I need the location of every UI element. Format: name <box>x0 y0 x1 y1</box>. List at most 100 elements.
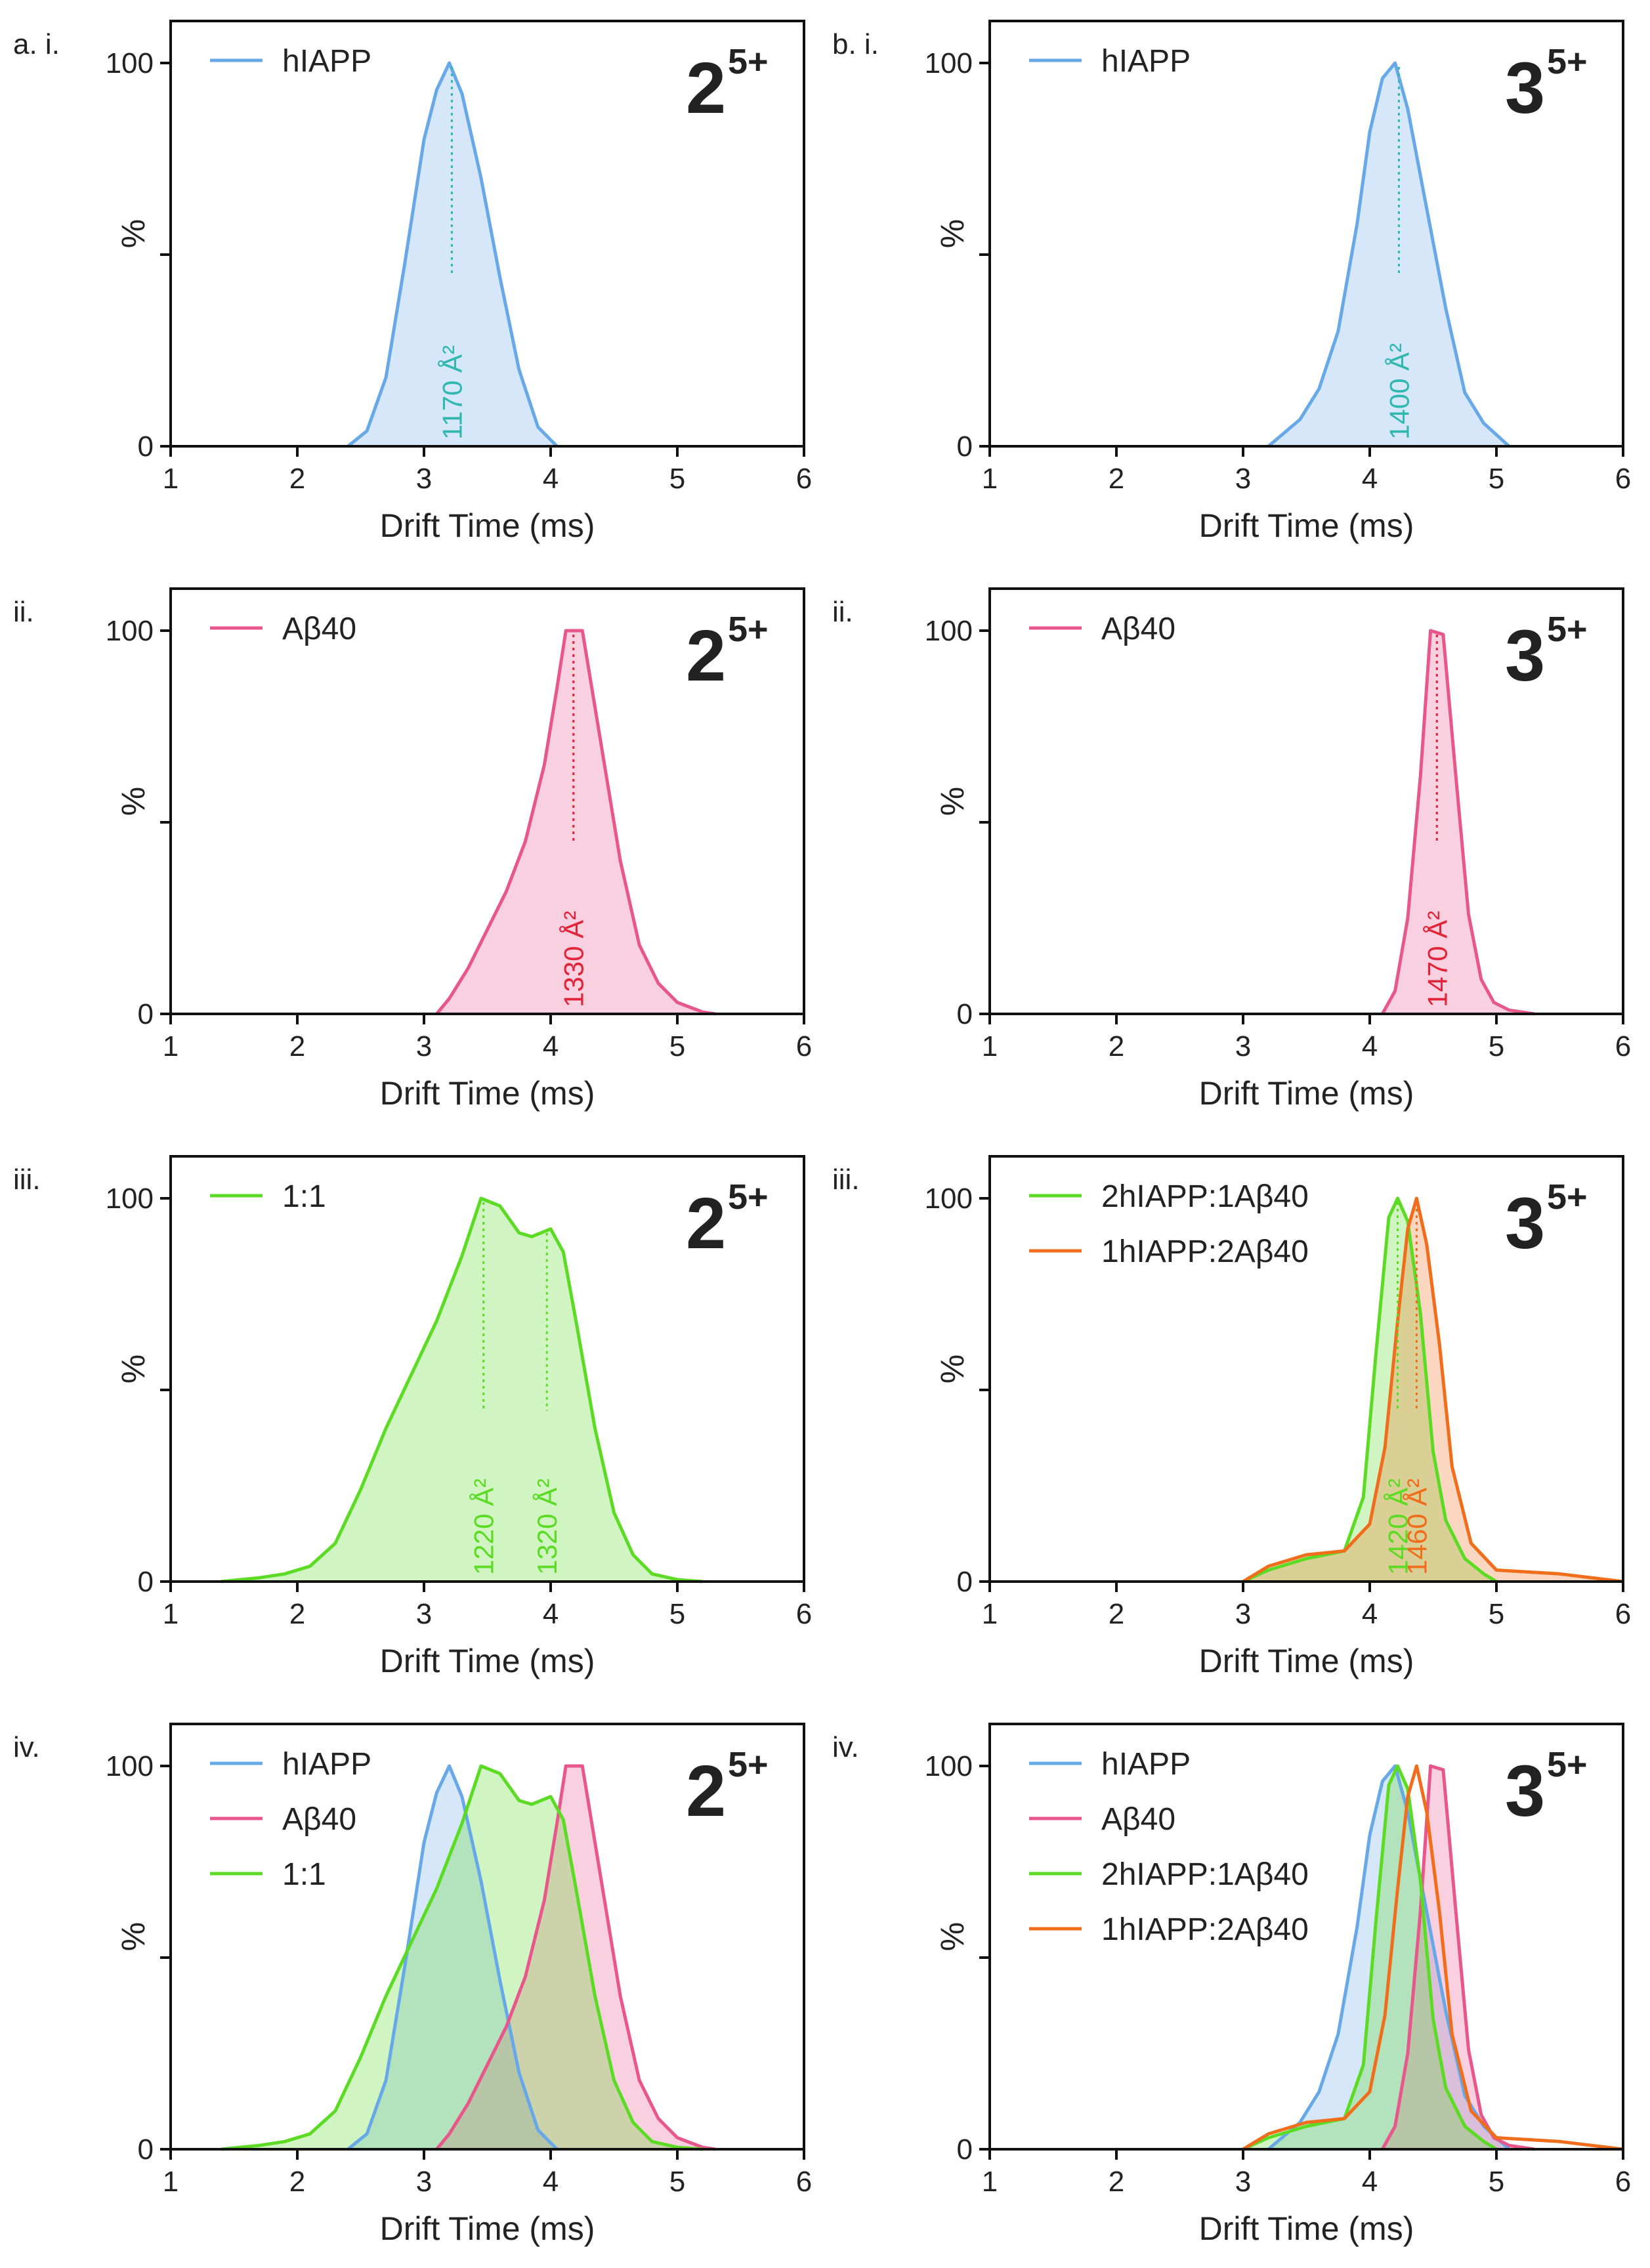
plot-frame <box>169 587 805 1015</box>
species-label: 3 <box>1505 1183 1545 1264</box>
panel-label: iii. <box>832 1164 860 1196</box>
panel-label: a. i. <box>13 28 60 60</box>
series-line-2 <box>1242 1764 1498 2151</box>
y-tick-label: 0 <box>957 430 973 463</box>
legend-entry-0: hIAPP <box>282 44 371 79</box>
series-line-0 <box>1242 1196 1498 1584</box>
y-axis-title: % <box>115 219 152 248</box>
y-axis-title: % <box>115 1922 152 1951</box>
species-label: 2 <box>686 616 726 696</box>
x-tick-label: 5 <box>1489 1598 1504 1630</box>
legend-entry-3: 1hIAPP:2Aβ40 <box>1101 1912 1309 1947</box>
x-tick-label: 1 <box>982 1030 998 1062</box>
species-label: 3 <box>1505 48 1545 129</box>
y-tick-label: 0 <box>138 1566 154 1598</box>
x-tick-label: 2 <box>289 463 305 495</box>
y-axis-title: % <box>934 1354 971 1383</box>
x-tick-label: 5 <box>1489 463 1504 495</box>
legend-entry-0: Aβ40 <box>282 612 356 646</box>
series-fill-1 <box>1382 1766 1534 2149</box>
ccs-label-0: 1170 Å² <box>436 345 467 440</box>
x-tick-label: 5 <box>1489 2166 1504 2198</box>
panel-label: iv. <box>832 1731 859 1763</box>
series-fill-2 <box>221 1766 703 2149</box>
series-line-1 <box>1242 1196 1624 1584</box>
species-label: 2 <box>686 48 726 129</box>
series-line-0 <box>1381 629 1535 1016</box>
series-line-0 <box>1267 61 1510 448</box>
x-tick-label: 5 <box>669 463 685 495</box>
x-axis-title: Drift Time (ms) <box>380 2210 595 2247</box>
y-tick-label: 100 <box>925 1750 973 1782</box>
x-tick-label: 3 <box>416 1030 432 1062</box>
x-tick-label: 1 <box>163 1598 179 1630</box>
panel-label: ii. <box>832 596 853 628</box>
ccs-label-0: 1420 Å² <box>1382 1479 1413 1575</box>
species-charge: 5+ <box>1547 1745 1588 1784</box>
series-fill-0 <box>348 1766 557 2149</box>
species-label: 3 <box>1505 1751 1545 1832</box>
series-line-1 <box>435 1764 716 2151</box>
x-tick-label: 3 <box>1235 1598 1251 1630</box>
x-axis-title: Drift Time (ms) <box>380 1643 595 1679</box>
x-tick-label: 2 <box>289 1598 305 1630</box>
series-fill-1 <box>436 1766 715 2149</box>
x-tick-label: 2 <box>1109 1598 1124 1630</box>
series-fill-0 <box>1268 63 1510 446</box>
panel-label: b. i. <box>832 28 879 60</box>
x-tick-label: 2 <box>289 2166 305 2198</box>
legend-entry-0: hIAPP <box>1101 44 1191 79</box>
series-fill-0 <box>1268 1766 1510 2149</box>
x-tick-label: 3 <box>416 1598 432 1630</box>
x-tick-label: 1 <box>982 1598 998 1630</box>
x-tick-label: 3 <box>1235 463 1251 495</box>
x-tick-label: 1 <box>982 2166 998 2198</box>
plot-frame <box>988 20 1624 448</box>
series-line-2 <box>221 1764 703 2151</box>
ccs-label-0: 1400 Å² <box>1384 343 1414 440</box>
legend-entry-0: 1:1 <box>282 1179 326 1214</box>
x-tick-label: 4 <box>1362 463 1378 495</box>
plot-frame <box>988 1155 1624 1583</box>
legend-entry-1: Aβ40 <box>1101 1802 1175 1837</box>
x-axis-title: Drift Time (ms) <box>1199 2210 1414 2247</box>
x-tick-label: 5 <box>1489 1030 1504 1062</box>
x-axis-title: Drift Time (ms) <box>380 1075 595 1112</box>
x-tick-label: 2 <box>1109 1030 1124 1062</box>
y-tick-label: 100 <box>925 1183 973 1215</box>
x-tick-label: 4 <box>543 463 559 495</box>
y-tick-label: 100 <box>106 1183 154 1215</box>
series-line-0 <box>1267 1764 1510 2151</box>
plot-frame <box>169 1723 805 2151</box>
y-tick-label: 0 <box>138 998 154 1030</box>
x-tick-label: 4 <box>543 2166 559 2198</box>
x-tick-label: 6 <box>796 2166 812 2198</box>
x-axis-title: Drift Time (ms) <box>1199 1075 1414 1112</box>
series-fill-0 <box>1243 1198 1496 1582</box>
series-line-0 <box>435 629 716 1016</box>
panel-label: ii. <box>13 596 34 628</box>
x-tick-label: 4 <box>1362 1598 1378 1630</box>
series-line-3 <box>1242 1764 1624 2151</box>
x-tick-label: 3 <box>416 463 432 495</box>
ccs-label-0: 1330 Å² <box>559 911 589 1007</box>
x-tick-label: 4 <box>543 1030 559 1062</box>
x-tick-label: 6 <box>796 463 812 495</box>
y-axis-title: % <box>934 1922 971 1951</box>
x-axis-title: Drift Time (ms) <box>1199 1643 1414 1679</box>
species-label: 3 <box>1505 616 1545 696</box>
x-tick-label: 5 <box>669 2166 685 2198</box>
x-tick-label: 3 <box>1235 1030 1251 1062</box>
y-axis-title: % <box>115 1354 152 1383</box>
legend-entry-0: Aβ40 <box>1101 612 1175 646</box>
x-axis-title: Drift Time (ms) <box>380 507 595 544</box>
y-tick-label: 100 <box>106 615 154 647</box>
x-tick-label: 5 <box>669 1030 685 1062</box>
ccs-label-1: 1320 Å² <box>532 1479 562 1575</box>
x-tick-label: 3 <box>416 2166 432 2198</box>
species-charge: 5+ <box>728 1745 769 1784</box>
y-tick-label: 100 <box>925 615 973 647</box>
legend-entry-0: hIAPP <box>1101 1747 1191 1782</box>
